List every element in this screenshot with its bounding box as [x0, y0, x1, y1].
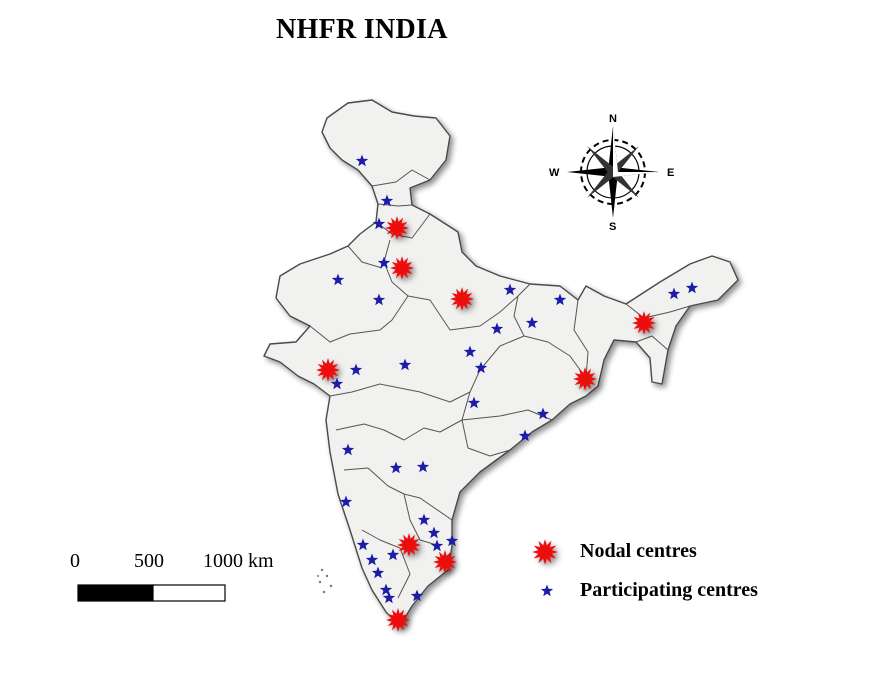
nodal-centre-marker [386, 608, 410, 632]
participating-centre-marker [377, 256, 391, 269]
participating-centre-marker [474, 361, 488, 374]
participating-centre-marker [372, 217, 386, 230]
compass-west-label: W [549, 167, 560, 179]
participating-centre-marker [536, 407, 550, 420]
compass-south-label: S [609, 221, 616, 233]
legend-participating-label: Participating centres [580, 579, 758, 601]
participating-centre-marker [349, 363, 363, 376]
scale-label-0: 0 [70, 550, 80, 572]
nodal-centre-marker [316, 358, 340, 382]
legend-participating-icon [540, 584, 554, 597]
participating-centre-marker [463, 345, 477, 358]
participating-centre-marker [339, 495, 353, 508]
participating-centre-marker [430, 539, 444, 552]
participating-centre-marker [330, 377, 344, 390]
nodal-centre-marker [397, 533, 421, 557]
participating-centre-marker [365, 553, 379, 566]
participating-centre-marker [525, 316, 539, 329]
map-title: NHFR INDIA [276, 14, 448, 45]
scale-bar [77, 584, 226, 602]
participating-centre-marker [553, 293, 567, 306]
compass-north-label: N [609, 113, 617, 125]
scale-label-500: 500 [134, 550, 164, 572]
participating-centre-marker [410, 589, 424, 602]
participating-centre-marker [341, 443, 355, 456]
legend-symbols [532, 539, 558, 597]
participating-centre-marker [445, 534, 459, 547]
participating-centre-marker [382, 591, 396, 604]
participating-centre-marker [372, 293, 386, 306]
participating-centre-marker [427, 526, 441, 539]
nodal-centre-marker [450, 287, 474, 311]
participating-centre-marker [467, 396, 481, 409]
participating-centre-marker [416, 460, 430, 473]
compass-east-label: E [667, 167, 674, 179]
participating-centre-marker [389, 461, 403, 474]
participating-centre-marker [667, 287, 681, 300]
participating-centre-marker [417, 513, 431, 526]
nodal-centre-marker [385, 216, 409, 240]
participating-centre-marker [356, 538, 370, 551]
nodal-centres [316, 216, 656, 632]
compass-rose: N S E W [549, 113, 674, 233]
participating-centre-marker [518, 429, 532, 442]
participating-centre-marker [685, 281, 699, 294]
participating-centre-marker [380, 194, 394, 207]
participating-centre-marker [490, 322, 504, 335]
legend-nodal-label: Nodal centres [580, 540, 697, 562]
nodal-centre-marker [433, 550, 457, 574]
participating-centre-marker [331, 273, 345, 286]
participating-centre-marker [355, 154, 369, 167]
participating-centre-marker [371, 566, 385, 579]
state-borders [309, 169, 691, 599]
nodal-centre-marker [632, 311, 656, 335]
participating-centre-marker [379, 583, 393, 596]
participating-centres [330, 154, 699, 604]
scale-label-1000: 1000 km [203, 550, 274, 572]
nodal-centre-marker [573, 367, 597, 391]
participating-centre-marker [386, 548, 400, 561]
participating-centre-marker [503, 283, 517, 296]
legend-nodal-icon [532, 539, 558, 565]
participating-centre-marker [398, 358, 412, 371]
nodal-centre-marker [390, 256, 414, 280]
islands [317, 568, 333, 594]
